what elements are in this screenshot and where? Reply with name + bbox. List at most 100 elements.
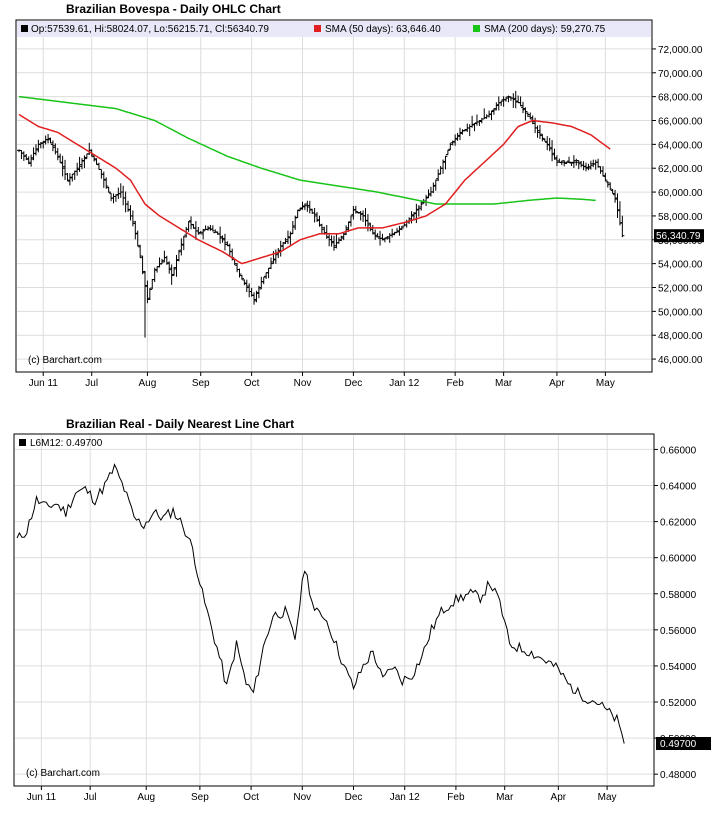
ohlc-bar [206,225,210,231]
ohlc-bar [491,108,496,115]
ohlc-bar [441,159,446,174]
ohlc-bar [426,189,431,199]
bovespa-ytick-label: 68,000.00 [658,93,703,104]
ohlc-bar [92,155,97,162]
real-legend-text: L6M12: 0.49700 [30,438,103,449]
real-ytick-label: 0.52000 [660,698,697,709]
bovespa-xtick-label: May [596,378,615,389]
ohlc-bar [252,292,257,305]
bovespa-ytick-label: 72,000.00 [658,45,703,56]
ohlc-bar [545,136,550,151]
ohlc-bar [445,149,450,156]
ohlc-bar [535,125,540,138]
bovespa-xtick-label: Feb [447,378,465,389]
ohlc-bar [298,207,303,212]
ohlc-bar [285,230,290,245]
real-y-axis: 0.480000.500000.520000.540000.560000.580… [654,445,697,781]
bovespa-ytick-label: 48,000.00 [658,331,703,342]
ohlc-bar [409,211,414,224]
ohlc-bar [455,132,460,141]
real-price-line [16,463,625,744]
ohlc-bar [220,235,225,243]
ohlc-bar [613,189,618,203]
ohlc-bar [38,142,43,149]
real-last-price-label: 0.49700 [660,739,697,750]
ohlc-bar [239,274,244,280]
ohlc-bar [472,122,477,132]
ohlc-bar [537,124,542,139]
sma50-legend-text: SMA (50 days): 63,646.40 [325,24,441,35]
ohlc-bar [586,163,591,171]
ohlc-bar [470,115,475,128]
ohlc-bar [48,137,53,144]
ohlc-bar [293,215,298,230]
bovespa-xtick-label: Sep [192,378,210,389]
ohlc-bar [26,156,31,165]
ohlc-bar [82,155,87,169]
real-ytick-label: 0.66000 [660,445,697,456]
real-xtick-label: Jul [84,792,97,803]
ohlc-bar [77,156,82,172]
bovespa-ytick-label: 50,000.00 [658,307,703,318]
ohlc-bar [603,172,608,182]
bovespa-x-axis: Jun 11 Jul Aug Sep Oct Nov Dec Jan 12 Feb Mar Apr M… [29,372,615,389]
real-xtick-label: Feb [447,792,465,803]
ohlc-bar [21,151,26,161]
ohlc-bar [75,162,80,176]
ohlc-bar [329,235,334,247]
ohlc-bar [41,140,46,149]
ohlc-bar [487,110,492,118]
real-xtick-label: Oct [243,792,259,803]
real-watermark: (c) Barchart.com [26,768,100,779]
real-xtick-label: Jan 12 [390,792,420,803]
ohlc-bars [17,90,625,338]
ohlc-bar [133,220,138,240]
bovespa-ytick-label: 60,000.00 [658,188,703,199]
ohlc-bar [477,120,482,126]
real-xtick-label: Aug [137,792,155,803]
bovespa-plot-frame [15,19,653,373]
real-last-price: 0.49700 [656,737,711,750]
ohlc-bar [104,177,109,189]
bovespa-ytick-label: 70,000.00 [658,69,703,80]
sma200-line [18,95,596,205]
bovespa-xtick-label: Oct [244,378,260,389]
ohlc-bar [562,160,567,167]
real-xtick-label: Mar [496,792,514,803]
ohlc-bar [339,235,344,242]
ohlc-bar [302,203,307,211]
bovespa-ytick-label: 46,000.00 [658,355,703,366]
sma200-legend-text: SMA (200 days): 59,270.75 [484,24,606,35]
ohlc-bar [152,267,157,283]
ohlc-bar [458,127,462,141]
ohlc-bar [140,255,145,275]
real-xtick-label: Sep [191,792,209,803]
ohlc-bar [344,225,349,236]
bovespa-last-price-label: 56,340.79 [656,231,701,242]
real-panel: L6M12: 0.49700 (c) Barchart.com 0.48000 0… [13,433,711,803]
ohlc-bar [176,249,181,262]
real-legend-swatch [19,439,26,446]
ohlc-bar [143,270,147,338]
ohlc-bar [164,255,169,265]
ohlc-bar [169,264,174,285]
ohlc-bar [584,162,588,172]
ohlc-bar [244,279,249,293]
ohlc-bar [261,276,266,285]
ohlc-bar [198,230,203,234]
ohlc-bar [547,137,552,152]
ohlc-bar [368,222,373,232]
ohlc-bar [341,232,346,241]
ohlc-bar [65,172,70,182]
chart2-title: Brazilian Real - Daily Nearest Line Char… [66,417,294,431]
ohlc-bar [525,112,530,117]
bovespa-xtick-label: Nov [294,378,312,389]
ohlc-bar [605,181,610,188]
bovespa-legend-bar [17,21,651,37]
real-ytick-label: 0.60000 [660,554,697,565]
ohlc-bar [55,147,60,161]
ohlc-bar [523,107,528,121]
ohlc-bar [513,90,518,109]
ohlc-bar [172,267,177,276]
ohlc-bar [511,93,516,108]
